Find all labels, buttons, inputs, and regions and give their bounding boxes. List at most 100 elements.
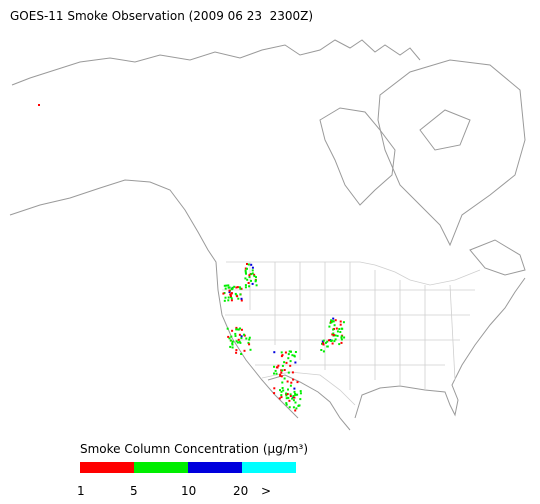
smoke-pixel: [330, 321, 333, 324]
smoke-pixel: [230, 299, 233, 302]
smoke-pixel: [283, 377, 286, 380]
smoke-pixel: [289, 350, 292, 353]
smoke-pixel: [292, 378, 295, 381]
smoke-pixel: [243, 349, 246, 352]
smoke-pixel: [244, 286, 247, 289]
smoke-pixel: [294, 401, 297, 404]
smoke-pixel: [231, 342, 234, 345]
smoke-pixel: [287, 388, 289, 391]
smoke-pixel: [237, 338, 240, 341]
smoke-pixel: [332, 334, 335, 336]
smoke-pixel: [228, 286, 231, 289]
smoke-pixel: [281, 387, 284, 389]
smoke-pixel: [281, 369, 284, 372]
smoke-pixel: [287, 357, 290, 360]
legend-label: 20: [233, 484, 248, 498]
smoke-pixel: [251, 282, 254, 285]
legend-swatch: [242, 462, 296, 473]
smoke-pixel: [225, 284, 228, 287]
smoke-pixel: [332, 317, 335, 320]
smoke-pixel: [338, 328, 341, 330]
smoke-pixel: [296, 381, 299, 384]
smoke-pixel: [286, 380, 289, 383]
smoke-pixel: [240, 337, 243, 340]
legend-swatch: [188, 462, 242, 473]
smoke-pixel: [244, 271, 247, 274]
smoke-pixel: [293, 354, 296, 357]
smoke-pixel: [273, 365, 275, 368]
smoke-pixel: [285, 361, 288, 364]
legend-label: 1: [77, 484, 85, 498]
smoke-pixel: [230, 288, 233, 291]
smoke-pixel: [292, 395, 295, 397]
smoke-pixel: [235, 349, 238, 352]
smoke-pixel: [290, 381, 293, 384]
smoke-pixel: [273, 392, 276, 395]
legend-label: >: [261, 484, 271, 498]
smoke-pixel: [238, 340, 241, 343]
smoke-pixel: [293, 390, 296, 393]
smoke-pixel: [229, 293, 232, 296]
smoke-pixel: [294, 393, 297, 396]
smoke-pixel: [320, 349, 323, 351]
smoke-pixel: [284, 351, 287, 354]
smoke-pixel: [288, 399, 291, 402]
smoke-pixel: [332, 320, 335, 323]
smoke-pixel: [291, 397, 294, 400]
smoke-pixel: [326, 345, 329, 348]
smoke-pixel: [298, 404, 300, 407]
smoke-pixel: [278, 397, 281, 400]
smoke-pixel: [246, 263, 248, 265]
smoke-pixel: [249, 348, 252, 351]
smoke-pixel: [334, 319, 337, 322]
smoke-pixel: [244, 277, 247, 280]
smoke-pixel: [38, 104, 40, 106]
smoke-pixel: [239, 293, 242, 296]
smoke-pixel: [234, 332, 237, 335]
smoke-pixel: [322, 350, 325, 353]
smoke-pixel: [342, 321, 345, 324]
smoke-pixel: [228, 337, 231, 340]
smoke-pixel: [292, 399, 295, 402]
smoke-pixel: [248, 336, 251, 339]
smoke-pixel: [255, 276, 257, 279]
smoke-pixel: [293, 396, 296, 399]
smoke-pixel: [299, 398, 302, 401]
smoke-pixel: [322, 339, 325, 342]
smoke-pixel: [250, 263, 253, 266]
smoke-pixel: [333, 340, 336, 343]
smoke-pixel: [330, 319, 333, 322]
smoke-pixel: [239, 327, 241, 330]
legend-label: 10: [181, 484, 196, 498]
smoke-pixel: [246, 267, 248, 270]
smoke-pixel: [291, 354, 294, 357]
smoke-pixel: [283, 361, 286, 364]
smoke-pixel: [240, 353, 243, 355]
smoke-pixel: [273, 372, 275, 375]
smoke-pixel: [230, 292, 233, 295]
smoke-pixel: [274, 369, 277, 372]
smoke-pixel: [236, 328, 239, 331]
smoke-pixel: [289, 395, 292, 397]
smoke-pixel: [289, 384, 292, 387]
smoke-pixel: [287, 371, 290, 374]
smoke-pixel: [238, 333, 241, 336]
smoke-pixel: [253, 275, 256, 278]
smoke-pixel: [251, 269, 254, 272]
smoke-pixel: [280, 371, 283, 374]
smoke-pixel: [327, 339, 330, 342]
smoke-pixel: [223, 299, 226, 302]
smoke-pixel: [339, 320, 342, 323]
smoke-pixel: [280, 396, 283, 399]
smoke-pixel: [291, 371, 294, 374]
smoke-pixel: [288, 350, 291, 353]
smoke-pixel: [334, 338, 337, 341]
smoke-pixel: [227, 284, 230, 287]
smoke-pixel: [248, 274, 251, 277]
smoke-pixel: [282, 389, 285, 392]
smoke-pixel: [231, 340, 234, 343]
smoke-pixel: [277, 364, 280, 367]
smoke-pixel: [295, 407, 298, 410]
legend: 1 5 10 20 >: [77, 462, 296, 498]
